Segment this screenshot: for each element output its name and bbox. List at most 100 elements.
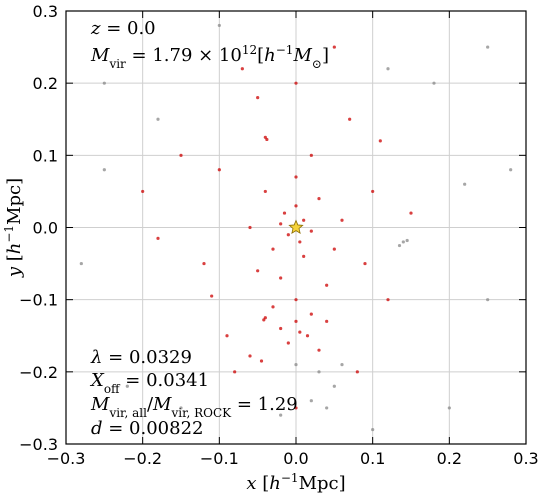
particle bbox=[317, 370, 321, 374]
particle bbox=[397, 243, 402, 248]
center-star bbox=[288, 219, 304, 235]
particle bbox=[102, 168, 106, 172]
text-part: y bbox=[4, 266, 25, 278]
particle bbox=[263, 189, 267, 194]
text-part: = 0.0 bbox=[100, 18, 155, 39]
particle bbox=[271, 305, 275, 309]
particle bbox=[309, 399, 313, 403]
text-part: h bbox=[4, 243, 25, 255]
x-axis-label: x [h−1Mpc] bbox=[246, 471, 345, 494]
x-tick-label: 0.2 bbox=[437, 449, 462, 468]
annotation: Xoff = 0.0341 bbox=[89, 370, 209, 396]
annotation: Mvir = 1.79 × 1012[h−1M⊙] bbox=[90, 43, 329, 71]
particle bbox=[286, 341, 290, 345]
particle bbox=[325, 406, 329, 410]
text-part: [ bbox=[4, 254, 25, 267]
y-tick-label: −0.1 bbox=[19, 291, 58, 310]
particle bbox=[256, 96, 260, 100]
particle bbox=[298, 240, 302, 244]
x-tick-label: −0.2 bbox=[123, 449, 162, 468]
text-part: Mpc] bbox=[4, 178, 25, 225]
particle bbox=[463, 182, 467, 186]
text-part: h bbox=[269, 473, 281, 494]
particle bbox=[141, 189, 145, 194]
text-part: −1 bbox=[2, 225, 16, 243]
particle bbox=[286, 233, 290, 237]
text-part: M bbox=[90, 394, 110, 415]
particle bbox=[179, 406, 183, 410]
particle bbox=[486, 298, 490, 302]
y-axis-label: y [h−1Mpc] bbox=[2, 178, 25, 278]
text-part: = 0.00822 bbox=[103, 418, 204, 439]
plot-frame bbox=[65, 10, 527, 445]
particle bbox=[233, 370, 237, 374]
annotation: d = 0.00822 bbox=[91, 418, 204, 439]
text-part: / bbox=[147, 394, 154, 415]
text-part: = 0.0329 bbox=[102, 347, 192, 368]
particle bbox=[279, 326, 283, 331]
particle bbox=[340, 363, 344, 367]
particle bbox=[305, 334, 310, 338]
particle bbox=[309, 229, 313, 233]
particle bbox=[302, 218, 306, 222]
particle bbox=[317, 197, 321, 201]
y-tick-label: 0.2 bbox=[33, 74, 58, 93]
particle bbox=[210, 294, 214, 298]
text-part: = 1.79 × 10 bbox=[126, 45, 242, 66]
particle bbox=[325, 283, 329, 287]
particle bbox=[294, 319, 298, 323]
text-part: off bbox=[104, 382, 121, 396]
text-part: M bbox=[152, 394, 172, 415]
annotation: z = 0.0 bbox=[90, 18, 156, 39]
text-part: vir, all bbox=[108, 406, 147, 420]
text-part: λ bbox=[90, 347, 102, 368]
particle bbox=[509, 168, 513, 172]
particle bbox=[259, 359, 264, 363]
particle bbox=[332, 247, 336, 251]
particle bbox=[294, 298, 298, 302]
particle bbox=[279, 276, 283, 280]
text-part: M bbox=[90, 45, 110, 66]
text-part: vir bbox=[108, 57, 126, 71]
particle bbox=[340, 218, 344, 222]
particle bbox=[248, 225, 252, 230]
particle bbox=[325, 319, 329, 323]
x-tick-label: 0.3 bbox=[513, 449, 538, 468]
particle bbox=[317, 348, 321, 352]
particle bbox=[355, 370, 359, 374]
text-part: ⊙ bbox=[312, 57, 322, 71]
particle bbox=[302, 254, 306, 258]
x-tick-label: 0.1 bbox=[360, 449, 385, 468]
text-part: −1 bbox=[276, 43, 294, 57]
particle bbox=[282, 211, 287, 215]
particle bbox=[363, 261, 367, 266]
particle bbox=[179, 153, 183, 157]
annotation: λ = 0.0329 bbox=[90, 347, 192, 368]
particle bbox=[294, 363, 298, 367]
x-tick-label: −0.1 bbox=[200, 449, 239, 468]
particle bbox=[240, 67, 244, 71]
particle bbox=[225, 334, 229, 338]
particle bbox=[279, 222, 283, 226]
particle bbox=[156, 236, 160, 240]
particle bbox=[279, 413, 283, 417]
y-tick-label: −0.2 bbox=[19, 363, 58, 382]
particle bbox=[378, 139, 382, 143]
particle bbox=[156, 117, 160, 121]
text-part: z bbox=[90, 18, 101, 39]
particle bbox=[371, 189, 375, 194]
particle bbox=[294, 175, 298, 179]
particle bbox=[386, 67, 390, 71]
text-part: −1 bbox=[281, 471, 299, 485]
particle bbox=[298, 330, 302, 334]
particle bbox=[217, 168, 221, 172]
particle bbox=[294, 81, 298, 85]
text-part: d bbox=[91, 418, 103, 439]
particle bbox=[332, 45, 336, 49]
particle bbox=[409, 211, 413, 215]
annotation: Mvir, all/Mvir, ROCK = 1.29 bbox=[90, 394, 298, 420]
particle bbox=[102, 81, 106, 85]
y-tick-label: −0.3 bbox=[19, 435, 58, 454]
